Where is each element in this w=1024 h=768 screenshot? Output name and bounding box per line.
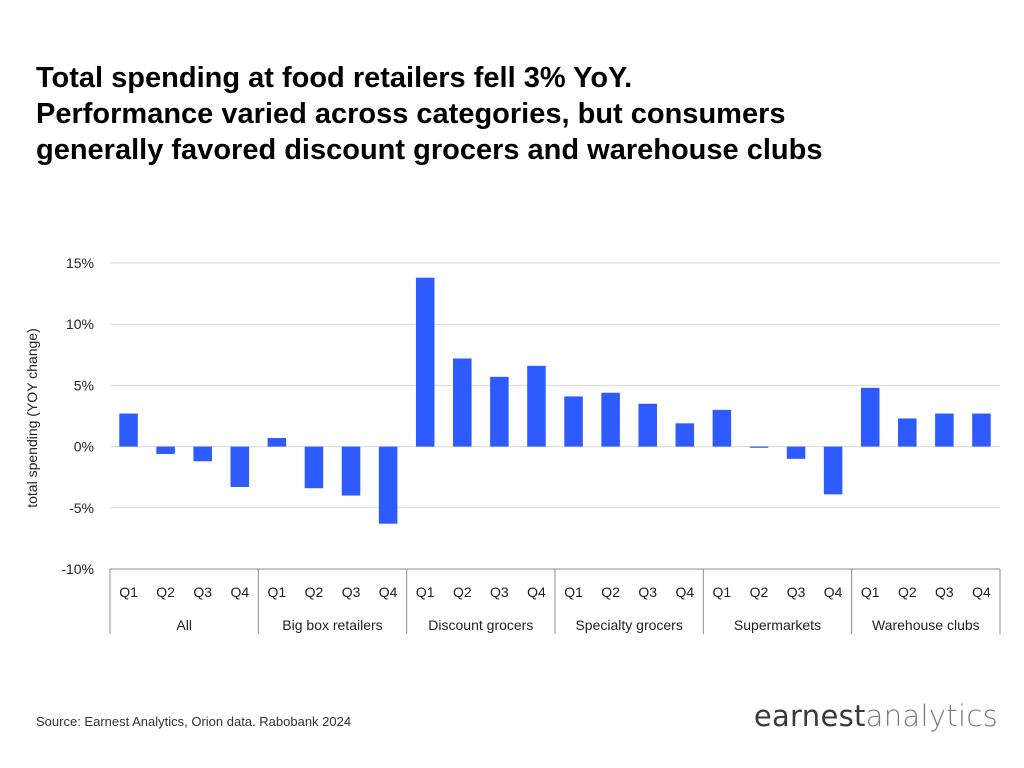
group-label: Big box retailers	[282, 617, 382, 633]
x-tick-label: Q4	[824, 584, 843, 600]
bar	[564, 396, 583, 447]
bar	[712, 409, 732, 447]
x-tick-label: Q4	[972, 584, 991, 600]
x-tick-label: Q1	[268, 584, 287, 600]
y-tick-label: 0%	[74, 439, 94, 455]
x-tick-label: Q4	[230, 584, 249, 600]
x-tick-label: Q3	[490, 584, 509, 600]
bar	[378, 446, 398, 524]
bar	[786, 446, 806, 459]
x-tick-label: Q4	[527, 584, 546, 600]
group-label: Warehouse clubs	[872, 617, 980, 633]
bar	[341, 446, 361, 496]
x-tick-label: Q3	[342, 584, 361, 600]
bar	[527, 365, 546, 447]
x-tick-label: Q1	[861, 584, 880, 600]
bar	[230, 446, 250, 487]
bar	[415, 277, 435, 447]
group-label: Supermarkets	[734, 617, 821, 633]
logo-word-2: analytics	[865, 699, 998, 733]
x-tick-label: Q2	[898, 584, 917, 600]
title-line-3: generally favored discount grocers and w…	[36, 134, 823, 166]
x-tick-label: Q3	[638, 584, 657, 600]
bar	[156, 446, 175, 454]
bar	[638, 403, 657, 447]
bar	[898, 418, 917, 447]
group-label: All	[176, 617, 192, 633]
bar	[675, 423, 695, 447]
x-tick-label: Q2	[750, 584, 769, 600]
bar	[972, 413, 991, 447]
x-tick-label: Q2	[453, 584, 472, 600]
x-tick-label: Q2	[601, 584, 620, 600]
logo-word-1: earnest	[753, 699, 866, 733]
x-tick-label: Q1	[713, 584, 732, 600]
x-tick-label: Q2	[156, 584, 175, 600]
y-tick-label: -10%	[61, 561, 94, 577]
bar	[304, 446, 324, 489]
bar	[823, 446, 843, 495]
title-line-2: Performance varied across categories, bu…	[36, 98, 786, 130]
y-tick-label: -5%	[69, 500, 94, 516]
y-tick-label: 10%	[66, 316, 94, 332]
x-tick-label: Q4	[379, 584, 398, 600]
bar	[860, 387, 880, 447]
y-tick-label: 5%	[74, 377, 94, 393]
x-tick-label: Q3	[787, 584, 806, 600]
y-tick-labels: 15% 10% 5% 0% -5% -10%	[61, 255, 94, 577]
bar	[193, 446, 212, 462]
x-tick-label: Q3	[935, 584, 954, 600]
brand-logo: earnestanalytics	[754, 699, 998, 733]
bar	[749, 446, 769, 448]
chart-title: Total spending at food retailers fell 3%…	[36, 60, 996, 168]
bar	[935, 413, 954, 447]
x-tick-label: Q1	[416, 584, 435, 600]
x-tick-label: Q4	[675, 584, 694, 600]
group-label: Specialty grocers	[575, 617, 682, 633]
group-label: Discount grocers	[428, 617, 533, 633]
x-axis: Q1 Q2 Q3 Q4 All Q1 Q2 Q3 Q4 Big box retailers Q1 Q2…	[109, 568, 1001, 634]
bar	[601, 392, 620, 447]
bar	[453, 358, 472, 447]
x-tick-label: Q2	[305, 584, 324, 600]
x-tick-label: Q3	[193, 584, 212, 600]
y-tick-label: 15%	[66, 255, 94, 271]
y-axis-label: total spending (YOY change)	[24, 328, 40, 508]
bar	[267, 438, 287, 447]
x-tick-label: Q1	[564, 584, 583, 600]
bar	[490, 376, 509, 447]
bars	[119, 277, 991, 524]
x-tick-label: Q1	[119, 584, 138, 600]
source-note: Source: Earnest Analytics, Orion data. R…	[36, 714, 352, 729]
bar	[119, 413, 138, 447]
title-line-1: Total spending at food retailers fell 3%…	[36, 62, 633, 94]
